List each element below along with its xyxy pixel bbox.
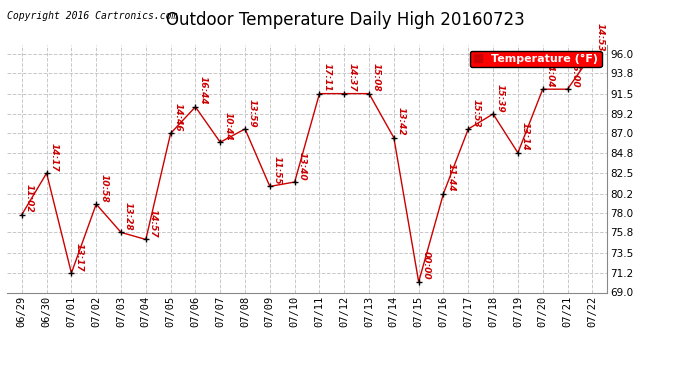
Text: 11:02: 11:02 — [25, 184, 34, 213]
Text: 14:53: 14:53 — [595, 24, 604, 52]
Text: 15:53: 15:53 — [471, 99, 480, 127]
Text: 13:28: 13:28 — [124, 202, 133, 231]
Text: 14:57: 14:57 — [149, 209, 158, 238]
Text: 14:37: 14:37 — [347, 63, 356, 92]
Text: 15:39: 15:39 — [496, 84, 505, 112]
Text: 13:59: 13:59 — [248, 99, 257, 127]
Text: 13:40: 13:40 — [297, 152, 306, 180]
Text: 16:44: 16:44 — [199, 76, 208, 105]
Text: 14:04: 14:04 — [546, 59, 555, 87]
Text: 14:46: 14:46 — [174, 103, 183, 132]
Text: 13:17: 13:17 — [75, 243, 83, 271]
Text: Outdoor Temperature Daily High 20160723: Outdoor Temperature Daily High 20160723 — [166, 11, 524, 29]
Text: Copyright 2016 Cartronics.com: Copyright 2016 Cartronics.com — [7, 11, 177, 21]
Text: 13:42: 13:42 — [397, 107, 406, 136]
Text: 10:44: 10:44 — [223, 112, 233, 141]
Text: 15:08: 15:08 — [372, 63, 381, 92]
Text: 11:44: 11:44 — [446, 163, 455, 192]
Text: 13:14: 13:14 — [521, 123, 530, 151]
Text: 11:55: 11:55 — [273, 156, 282, 184]
Text: 10:58: 10:58 — [99, 174, 108, 202]
Text: 16:00: 16:00 — [571, 59, 580, 87]
Legend: Temperature (°F): Temperature (°F) — [470, 51, 602, 68]
Text: 00:00: 00:00 — [422, 252, 431, 280]
Text: 14:17: 14:17 — [50, 143, 59, 171]
Text: 17:11: 17:11 — [322, 63, 331, 92]
